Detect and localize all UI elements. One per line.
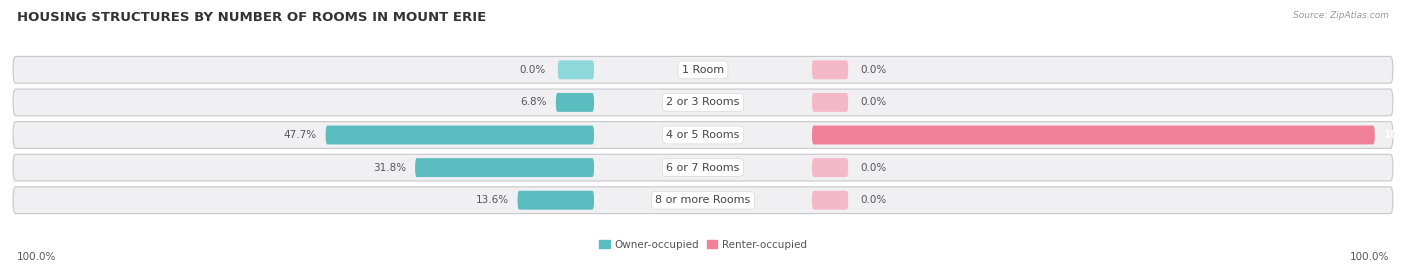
Text: Source: ZipAtlas.com: Source: ZipAtlas.com (1294, 11, 1389, 20)
FancyBboxPatch shape (811, 93, 848, 112)
FancyBboxPatch shape (811, 126, 1375, 144)
Text: 6 or 7 Rooms: 6 or 7 Rooms (666, 163, 740, 173)
Text: 0.0%: 0.0% (860, 65, 887, 75)
FancyBboxPatch shape (811, 191, 848, 210)
Text: 100.0%: 100.0% (1350, 252, 1389, 262)
FancyBboxPatch shape (517, 191, 595, 210)
Text: 0.0%: 0.0% (519, 65, 546, 75)
Text: 100.0%: 100.0% (1384, 130, 1406, 140)
Text: 8 or more Rooms: 8 or more Rooms (655, 195, 751, 205)
Text: 47.7%: 47.7% (284, 130, 316, 140)
Text: 2 or 3 Rooms: 2 or 3 Rooms (666, 97, 740, 107)
Text: 0.0%: 0.0% (860, 97, 887, 107)
FancyBboxPatch shape (13, 56, 1393, 83)
FancyBboxPatch shape (811, 60, 848, 79)
FancyBboxPatch shape (811, 158, 848, 177)
FancyBboxPatch shape (13, 122, 1393, 148)
Text: 13.6%: 13.6% (475, 195, 509, 205)
FancyBboxPatch shape (326, 126, 595, 144)
FancyBboxPatch shape (13, 187, 1393, 214)
Text: 4 or 5 Rooms: 4 or 5 Rooms (666, 130, 740, 140)
Text: HOUSING STRUCTURES BY NUMBER OF ROOMS IN MOUNT ERIE: HOUSING STRUCTURES BY NUMBER OF ROOMS IN… (17, 11, 486, 24)
Text: 100.0%: 100.0% (17, 252, 56, 262)
Text: 0.0%: 0.0% (860, 163, 887, 173)
Text: 6.8%: 6.8% (520, 97, 547, 107)
FancyBboxPatch shape (13, 89, 1393, 116)
Text: 1 Room: 1 Room (682, 65, 724, 75)
FancyBboxPatch shape (13, 154, 1393, 181)
FancyBboxPatch shape (555, 93, 595, 112)
FancyBboxPatch shape (558, 60, 595, 79)
Text: 0.0%: 0.0% (860, 195, 887, 205)
Text: 31.8%: 31.8% (373, 163, 406, 173)
Legend: Owner-occupied, Renter-occupied: Owner-occupied, Renter-occupied (595, 236, 811, 254)
FancyBboxPatch shape (415, 158, 595, 177)
